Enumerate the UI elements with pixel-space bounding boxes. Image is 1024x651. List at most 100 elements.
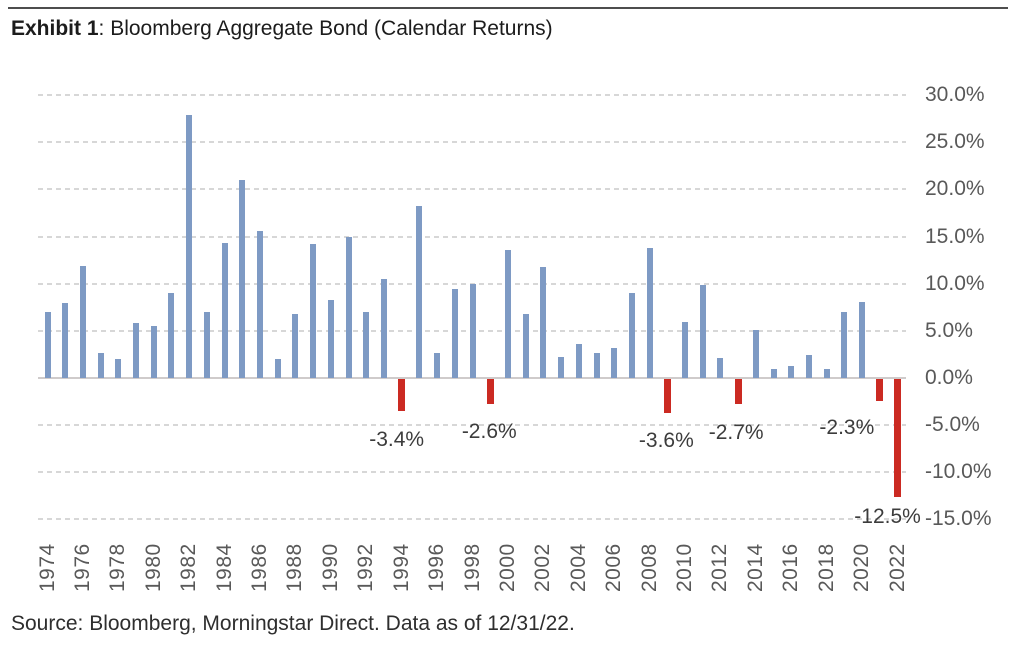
annotation-1999: -2.6% <box>461 420 517 443</box>
bar-2021 <box>876 379 884 401</box>
x-axis-label: 2018 <box>814 543 838 592</box>
top-rule <box>8 7 1008 9</box>
bar-2019 <box>841 311 848 378</box>
x-axis-label: 2016 <box>779 543 803 592</box>
bar-2012 <box>717 358 724 378</box>
y-axis-label: 30.0% <box>925 83 985 106</box>
bar-1979 <box>133 323 140 378</box>
gridline <box>38 471 906 474</box>
bar-1980 <box>150 326 157 378</box>
x-axis-label: 2010 <box>673 543 697 592</box>
bar-1998 <box>469 283 476 378</box>
bar-1985 <box>239 179 246 378</box>
annotation-2009: -3.6% <box>638 429 694 452</box>
x-axis-label: 1992 <box>354 543 378 592</box>
bar-1974 <box>44 311 51 378</box>
y-axis-label: 10.0% <box>925 271 985 295</box>
bar-1997 <box>451 289 458 378</box>
bar-1982 <box>186 114 193 378</box>
bar-2001 <box>522 313 529 378</box>
x-axis-label: 2004 <box>566 543 590 592</box>
exhibit-label: Exhibit 1 <box>11 17 99 40</box>
title-text: : Bloomberg Aggregate Bond (Calendar Ret… <box>98 17 553 40</box>
gridline <box>38 141 906 144</box>
bar-1991 <box>345 236 352 378</box>
bar-1990 <box>327 299 334 378</box>
bar-2002 <box>540 266 547 378</box>
bar-1983 <box>203 311 210 378</box>
y-axis-label: 0.0% <box>925 366 973 389</box>
bar-1995 <box>416 206 423 378</box>
x-axis-label: 2000 <box>495 543 519 592</box>
chart-title: Exhibit 1: Bloomberg Aggregate Bond (Cal… <box>11 17 553 41</box>
x-axis-label: 2008 <box>637 543 661 592</box>
bar-1988 <box>292 313 299 378</box>
annotation-1994: -3.4% <box>369 428 425 451</box>
bar-1994 <box>398 379 406 412</box>
x-axis-label: 1974 <box>35 543 59 592</box>
bar-1992 <box>363 311 370 378</box>
source-note: Source: Bloomberg, Morningstar Direct. D… <box>11 612 575 635</box>
x-axis-label: 2006 <box>602 543 626 592</box>
y-axis-label: -10.0% <box>925 460 992 484</box>
bar-2007 <box>628 293 635 378</box>
bar-1977 <box>97 352 104 378</box>
x-axis-label: 1994 <box>389 543 413 592</box>
bar-2018 <box>823 368 830 378</box>
bar-1975 <box>62 302 69 378</box>
bar-2000 <box>504 249 511 378</box>
bar-2015 <box>770 368 777 378</box>
x-axis-label: 1982 <box>177 543 201 592</box>
x-axis-label: 1980 <box>141 543 165 592</box>
bar-2011 <box>699 284 706 378</box>
bar-2014 <box>752 329 759 378</box>
x-axis-label: 1978 <box>106 543 130 592</box>
bar-2016 <box>788 365 795 378</box>
x-axis-label: 1988 <box>283 543 307 592</box>
bar-2005 <box>593 352 600 378</box>
bar-2022 <box>894 379 902 497</box>
bar-2017 <box>806 355 813 378</box>
x-axis-label: 1976 <box>70 543 94 592</box>
y-axis-label: 15.0% <box>925 224 985 248</box>
bar-2009 <box>663 379 671 413</box>
x-axis-label: 2012 <box>708 543 732 592</box>
x-axis-label: 1984 <box>212 543 236 592</box>
annotation-2021: -2.3% <box>819 416 875 439</box>
y-axis-label: -15.0% <box>925 507 992 531</box>
bar-1989 <box>310 244 317 378</box>
x-axis-label: 1990 <box>318 543 342 592</box>
bar-2006 <box>611 347 618 378</box>
bar-2010 <box>682 322 689 378</box>
bar-2003 <box>558 357 565 378</box>
bar-1987 <box>274 359 281 378</box>
x-axis-line <box>38 377 906 379</box>
x-axis-label: 1986 <box>248 543 272 592</box>
bar-2020 <box>859 301 866 378</box>
gridline <box>38 94 906 96</box>
bar-1976 <box>79 265 86 378</box>
x-axis-label: 2002 <box>531 543 555 592</box>
x-axis-label: 2014 <box>743 543 767 592</box>
x-axis-label: 1998 <box>460 543 484 592</box>
y-axis-label: 20.0% <box>925 177 985 201</box>
bar-1981 <box>168 293 175 378</box>
gridline <box>38 518 906 521</box>
x-axis-label: 2020 <box>850 543 874 592</box>
bar-1984 <box>221 243 228 378</box>
bar-1999 <box>486 379 494 404</box>
bar-2013 <box>734 379 742 405</box>
bar-1986 <box>257 230 264 378</box>
annotation-2022: -12.5% <box>854 505 921 528</box>
bar-2004 <box>575 344 582 378</box>
annotation-2013: -2.7% <box>708 421 764 444</box>
gridline <box>38 235 906 238</box>
bar-1978 <box>115 359 122 378</box>
bar-1993 <box>380 278 387 378</box>
x-axis-label: 2022 <box>885 543 909 592</box>
y-axis-label: -5.0% <box>925 413 980 437</box>
bar-2008 <box>646 247 653 378</box>
gridline <box>38 424 906 427</box>
x-axis-label: 1996 <box>425 543 449 592</box>
